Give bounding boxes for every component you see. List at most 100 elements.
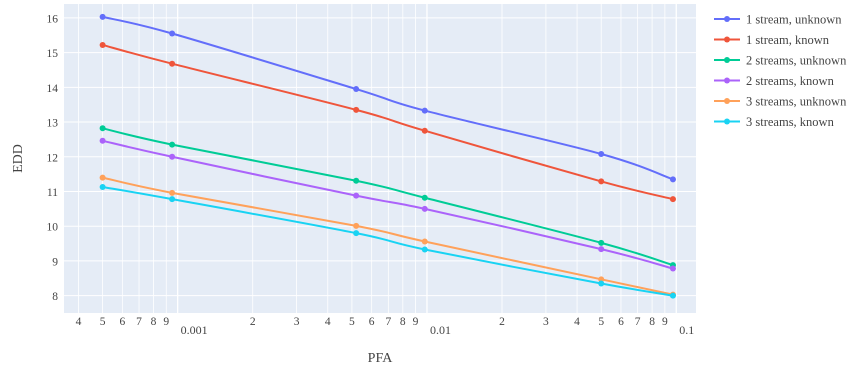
data-point: [99, 174, 106, 181]
data-series: [99, 13, 676, 299]
data-point: [353, 106, 360, 113]
legend-marker: [724, 77, 730, 84]
data-point: [598, 150, 605, 157]
y-tick-label: 14: [47, 83, 59, 95]
y-tick-label: 13: [47, 118, 59, 130]
data-point: [598, 178, 605, 185]
data-point: [421, 107, 428, 114]
legend-item[interactable]: 3 streams, unknown: [714, 95, 847, 109]
x-axis-title: PFA: [368, 351, 394, 366]
legend[interactable]: 1 stream, unknown 1 stream, known 2 stream…: [714, 13, 847, 130]
data-point: [421, 238, 428, 245]
series-group: [99, 41, 676, 203]
legend-item[interactable]: 3 streams, known: [714, 115, 835, 129]
y-axis-title: EDD: [11, 144, 26, 173]
x-tick-label-minor: 2: [250, 316, 256, 328]
data-point: [353, 222, 360, 229]
legend-label: 1 stream, known: [746, 33, 830, 47]
x-tick-label-minor: 4: [325, 316, 331, 328]
legend-label: 1 stream, unknown: [746, 13, 842, 27]
x-tick-label-minor: 4: [76, 316, 82, 328]
data-point: [353, 192, 360, 199]
series-group: [99, 183, 676, 299]
data-point: [421, 246, 428, 253]
data-point: [598, 276, 605, 283]
y-tick-label: 8: [52, 291, 58, 303]
x-tick-label-minor: 9: [662, 316, 668, 328]
y-axis-ticks: 8 9 10 11 12 13 14 15 16: [47, 13, 59, 303]
data-point: [99, 137, 106, 144]
x-tick-label-minor: 4: [574, 316, 580, 328]
x-tick-label-major: 0.001: [181, 323, 208, 337]
legend-marker: [724, 118, 730, 125]
data-point: [669, 265, 676, 272]
data-point: [169, 60, 176, 67]
data-point: [169, 141, 176, 148]
x-tick-label-minor: 7: [635, 316, 641, 328]
data-point: [169, 153, 176, 160]
data-point: [598, 246, 605, 253]
x-tick-label-minor: 8: [649, 316, 655, 328]
data-point: [99, 125, 106, 132]
x-tick-label-minor: 8: [151, 316, 157, 328]
data-point: [99, 183, 106, 190]
data-point: [353, 177, 360, 184]
y-tick-label: 9: [52, 256, 58, 268]
y-tick-label: 15: [47, 48, 59, 60]
legend-marker: [724, 36, 730, 43]
x-tick-label-minor: 9: [413, 316, 419, 328]
series-group: [99, 137, 676, 272]
plot-area: [64, 4, 696, 313]
x-tick-label-minor: 2: [499, 316, 505, 328]
data-point: [169, 196, 176, 203]
x-tick-label-minor: 6: [369, 316, 375, 328]
data-point: [353, 230, 360, 237]
data-point: [669, 292, 676, 299]
data-point: [669, 176, 676, 183]
legend-label: 3 streams, unknown: [746, 95, 847, 109]
y-tick-label: 11: [47, 187, 58, 199]
data-point: [598, 239, 605, 246]
legend-item[interactable]: 1 stream, known: [714, 33, 830, 47]
series-group: [99, 13, 676, 183]
x-tick-label-minor: 5: [598, 316, 604, 328]
x-tick-label-minor: 5: [349, 316, 355, 328]
x-tick-label-minor: 6: [618, 316, 624, 328]
data-point: [421, 194, 428, 201]
legend-label: 3 streams, known: [746, 115, 835, 129]
data-point: [421, 205, 428, 212]
y-tick-label: 12: [47, 152, 59, 164]
x-tick-label-minor: 8: [400, 316, 406, 328]
legend-label: 2 streams, known: [746, 74, 835, 88]
legend-label: 2 streams, unknown: [746, 54, 847, 68]
x-tick-label-minor: 5: [100, 316, 106, 328]
y-tick-label: 16: [47, 13, 59, 25]
data-point: [353, 86, 360, 93]
legend-marker: [724, 57, 730, 63]
legend-item[interactable]: 2 streams, unknown: [714, 54, 847, 68]
legend-marker: [724, 98, 730, 104]
x-tick-label-minor: 6: [119, 316, 125, 328]
x-tick-label-major: 0.01: [430, 323, 451, 337]
x-tick-label-minor: 3: [543, 316, 549, 328]
legend-item[interactable]: 2 streams, known: [714, 74, 835, 88]
y-tick-label: 10: [47, 222, 59, 234]
x-tick-label-major: 0.1: [679, 323, 694, 337]
data-point: [421, 127, 428, 134]
x-tick-label-minor: 7: [385, 316, 391, 328]
legend-item[interactable]: 1 stream, unknown: [714, 13, 842, 27]
x-tick-label-minor: 3: [294, 316, 300, 328]
data-point: [598, 280, 605, 287]
x-tick-label-minor: 7: [136, 316, 142, 328]
data-point: [169, 30, 176, 37]
x-tick-label-minor: 9: [163, 316, 169, 328]
data-point: [99, 13, 106, 20]
gridlines: [64, 4, 696, 313]
legend-marker: [724, 16, 730, 22]
data-point: [99, 41, 106, 48]
data-point: [669, 196, 676, 203]
series-group: [99, 125, 676, 269]
data-point: [169, 189, 176, 196]
